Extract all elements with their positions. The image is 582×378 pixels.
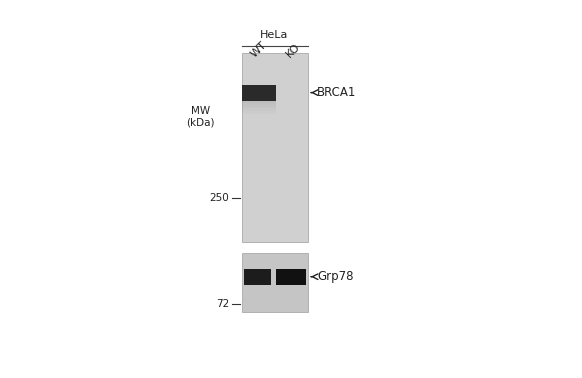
- Bar: [242, 85, 276, 101]
- Text: HeLa: HeLa: [260, 30, 289, 40]
- Text: BRCA1: BRCA1: [317, 86, 357, 99]
- Bar: [242, 111, 276, 114]
- Text: 72: 72: [216, 299, 229, 309]
- Bar: [242, 53, 308, 242]
- Text: MW
(kDa): MW (kDa): [187, 106, 215, 128]
- Text: WT: WT: [249, 40, 269, 59]
- Text: Grp78: Grp78: [317, 270, 354, 283]
- Bar: [242, 103, 276, 106]
- Bar: [242, 106, 276, 108]
- Bar: [242, 101, 276, 103]
- Bar: [242, 253, 308, 312]
- Bar: [242, 108, 276, 111]
- Bar: [244, 269, 271, 285]
- Text: 250: 250: [210, 194, 229, 203]
- Bar: [276, 269, 306, 285]
- Text: KO: KO: [284, 41, 302, 59]
